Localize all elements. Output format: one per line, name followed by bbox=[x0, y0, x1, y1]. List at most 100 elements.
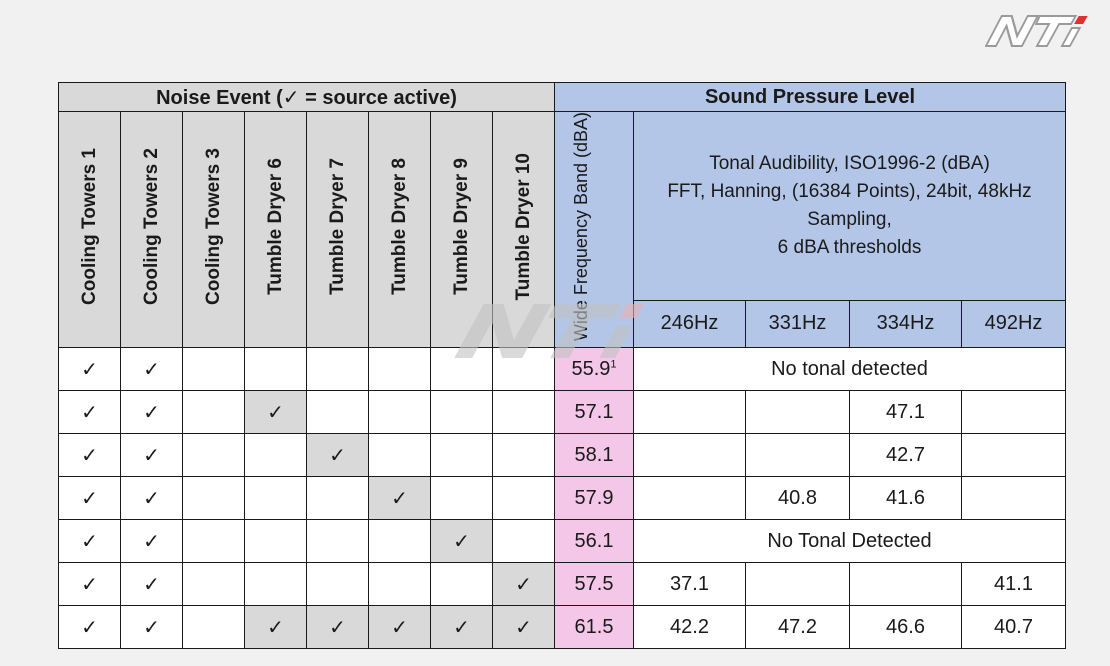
wide-band-number: 57.9 bbox=[574, 486, 614, 509]
source-cell bbox=[244, 433, 307, 478]
source-cell: ✓ bbox=[492, 562, 555, 607]
source-cell bbox=[368, 519, 431, 564]
source-cell bbox=[430, 390, 493, 435]
wide-band-number: 57.5 bbox=[574, 572, 614, 595]
table-row: ✓ ✓ ✓ 58.1 42.7 bbox=[58, 433, 1066, 478]
wide-band-value: 57.9 bbox=[554, 476, 634, 521]
tonal-value: 40.8 bbox=[745, 476, 850, 521]
source-cell bbox=[368, 562, 431, 607]
source-cell bbox=[244, 347, 307, 392]
wide-band-value: 57.5 bbox=[554, 562, 634, 607]
nti-logo-icon bbox=[985, 15, 1088, 47]
source-cell: ✓ bbox=[244, 605, 307, 650]
source-header: Tumble Dryer 6 bbox=[244, 110, 307, 349]
source-cell bbox=[368, 347, 431, 392]
tonal-value bbox=[849, 562, 962, 607]
source-cell bbox=[182, 347, 245, 392]
source-cell bbox=[182, 562, 245, 607]
source-cell bbox=[182, 519, 245, 564]
tonal-value bbox=[745, 433, 850, 478]
source-cell: ✓ bbox=[430, 519, 493, 564]
source-cell: ✓ bbox=[120, 476, 183, 521]
source-cell bbox=[492, 433, 555, 478]
freq-header: 331Hz bbox=[745, 299, 850, 349]
tonal-value: 37.1 bbox=[633, 562, 746, 607]
source-header: Cooling Towers 1 bbox=[58, 110, 121, 349]
source-cell bbox=[182, 390, 245, 435]
noise-event-header: Noise Event (✓ = source active) bbox=[58, 82, 555, 112]
source-cell bbox=[430, 433, 493, 478]
source-header: Cooling Towers 2 bbox=[120, 110, 183, 349]
source-cell bbox=[182, 605, 245, 650]
footnote-marker: 1 bbox=[610, 357, 617, 370]
source-cell bbox=[182, 433, 245, 478]
wide-band-number: 61.5 bbox=[574, 615, 614, 638]
source-cell: ✓ bbox=[120, 605, 183, 650]
source-cell bbox=[492, 390, 555, 435]
wide-band-number: 56.1 bbox=[574, 529, 614, 552]
source-cell bbox=[306, 476, 369, 521]
source-cell: ✓ bbox=[58, 347, 121, 392]
source-cell: ✓ bbox=[58, 433, 121, 478]
tonal-value: 40.7 bbox=[961, 605, 1066, 650]
source-cell: ✓ bbox=[492, 605, 555, 650]
tonal-value bbox=[633, 390, 746, 435]
tonal-value bbox=[745, 562, 850, 607]
source-header: Tumble Dryer 7 bbox=[306, 110, 369, 349]
source-cell: ✓ bbox=[120, 347, 183, 392]
source-cell bbox=[306, 562, 369, 607]
tonal-value bbox=[633, 476, 746, 521]
source-cell: ✓ bbox=[306, 605, 369, 650]
source-cell: ✓ bbox=[120, 519, 183, 564]
wide-band-value: 58.1 bbox=[554, 433, 634, 478]
table-row: ✓ ✓ ✓ 57.9 40.8 41.6 bbox=[58, 476, 1066, 521]
tonal-value bbox=[961, 390, 1066, 435]
wide-band-number: 55.9 bbox=[571, 357, 611, 380]
table-body: ✓ ✓ 55.91 No tonal detected ✓ ✓ ✓ 57.1 47.1 ✓ ✓ ✓ 58… bbox=[58, 347, 1066, 650]
tonal-value bbox=[633, 433, 746, 478]
source-cell bbox=[368, 390, 431, 435]
wide-band-value: 57.1 bbox=[554, 390, 634, 435]
table-row: ✓ ✓ ✓ 57.5 37.1 41.1 bbox=[58, 562, 1066, 607]
source-cell bbox=[306, 347, 369, 392]
tonal-value: No Tonal Detected bbox=[633, 519, 1066, 564]
source-cell bbox=[306, 519, 369, 564]
tonal-value bbox=[961, 476, 1066, 521]
tonal-value bbox=[745, 390, 850, 435]
source-header: Cooling Towers 3 bbox=[182, 110, 245, 349]
source-cell bbox=[368, 433, 431, 478]
source-cell bbox=[430, 476, 493, 521]
source-cell: ✓ bbox=[244, 390, 307, 435]
wide-band-number: 57.1 bbox=[574, 400, 614, 423]
wide-band-number: 58.1 bbox=[574, 443, 614, 466]
freq-header: 246Hz bbox=[633, 299, 746, 349]
source-cell: ✓ bbox=[58, 476, 121, 521]
tonal-value: 47.1 bbox=[849, 390, 962, 435]
tonal-value: 47.2 bbox=[745, 605, 850, 650]
source-cell: ✓ bbox=[368, 605, 431, 650]
wide-band-value: 56.1 bbox=[554, 519, 634, 564]
source-cell: ✓ bbox=[306, 433, 369, 478]
tonal-value: 42.7 bbox=[849, 433, 962, 478]
source-cell: ✓ bbox=[58, 519, 121, 564]
source-header: Tumble Dryer 8 bbox=[368, 110, 431, 349]
source-header: Tumble Dryer 9 bbox=[430, 110, 493, 349]
source-cell bbox=[492, 519, 555, 564]
tonal-value: 41.1 bbox=[961, 562, 1066, 607]
table-row: ✓ ✓ ✓ 57.1 47.1 bbox=[58, 390, 1066, 435]
tonal-header: Tonal Audibility, ISO1996-2 (dBA) FFT, H… bbox=[633, 111, 1066, 301]
source-cell: ✓ bbox=[58, 605, 121, 650]
source-cell bbox=[430, 562, 493, 607]
source-cell: ✓ bbox=[120, 390, 183, 435]
source-cell: ✓ bbox=[58, 562, 121, 607]
wide-band-value: 61.5 bbox=[554, 605, 634, 650]
source-cell bbox=[306, 390, 369, 435]
source-cell: ✓ bbox=[368, 476, 431, 521]
freq-header: 492Hz bbox=[961, 299, 1066, 349]
source-cell bbox=[182, 476, 245, 521]
source-cell bbox=[244, 562, 307, 607]
source-cell: ✓ bbox=[58, 390, 121, 435]
table-row: ✓ ✓ ✓ ✓ ✓ ✓ ✓ 61.5 42.2 47.2 46.6 40.7 bbox=[58, 605, 1066, 650]
noise-data-table: Noise Event (✓ = source active) Sound Pr… bbox=[58, 82, 1066, 650]
source-cell: ✓ bbox=[120, 562, 183, 607]
